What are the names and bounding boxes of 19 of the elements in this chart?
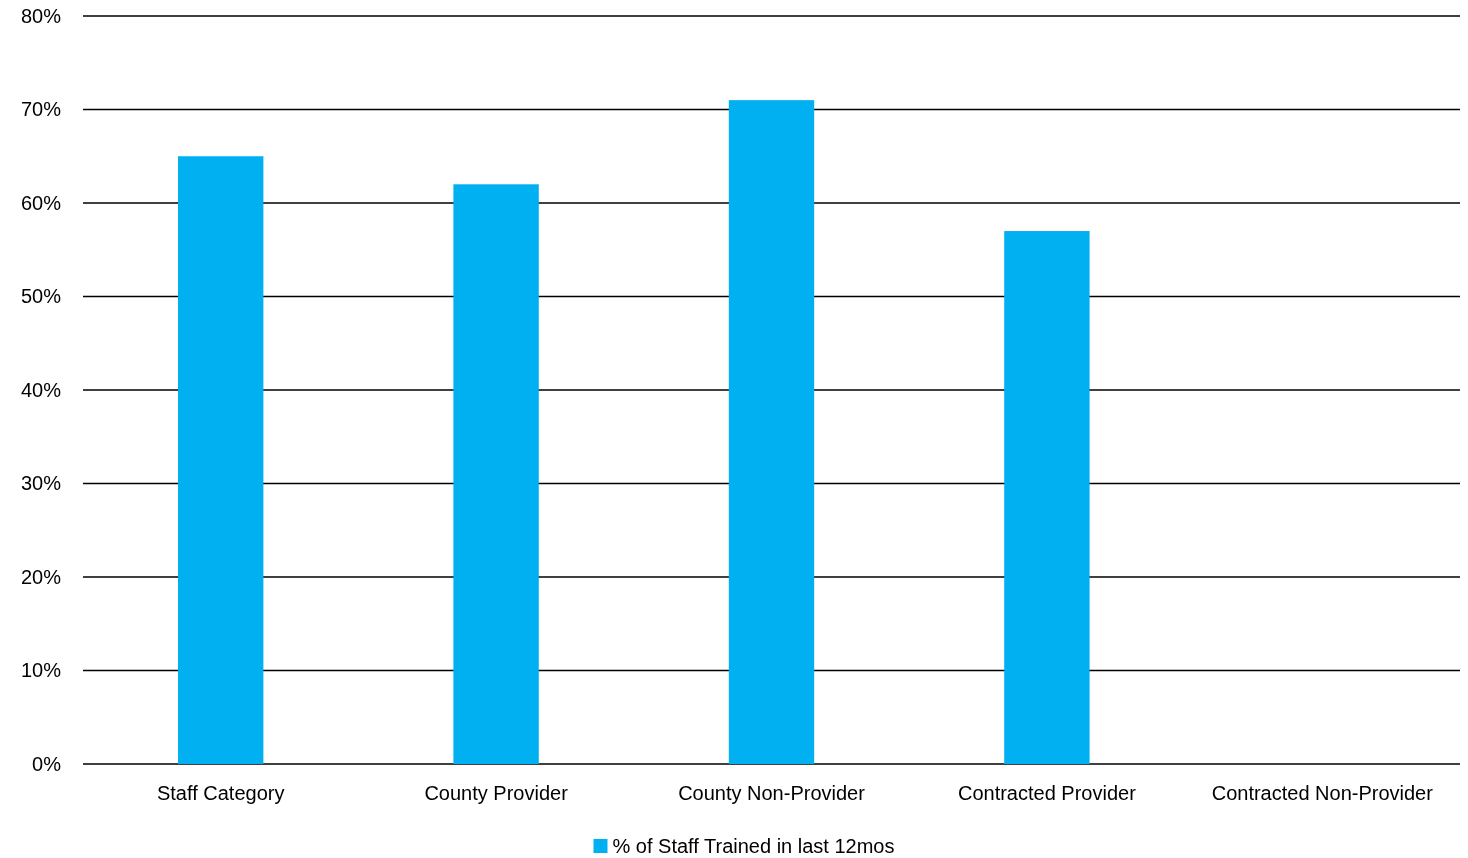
bar bbox=[1004, 231, 1090, 764]
y-tick-label: 20% bbox=[20, 565, 62, 588]
y-tick-label: 0% bbox=[32, 752, 62, 775]
y-tick-label: 60% bbox=[20, 191, 62, 214]
x-tick-label: Staff Category bbox=[156, 782, 285, 805]
bar bbox=[453, 184, 539, 764]
y-tick-label: 80% bbox=[20, 4, 62, 27]
legend-label: % of Staff Trained in last 12mos bbox=[612, 835, 895, 857]
y-tick-label: 30% bbox=[20, 472, 62, 495]
x-tick-label: County Non-Provider bbox=[678, 782, 866, 805]
y-tick-label: 10% bbox=[20, 659, 62, 682]
y-tick-label: 70% bbox=[20, 98, 62, 121]
x-tick-label: Contracted Provider bbox=[957, 782, 1137, 805]
x-tick-label: Contracted Non-Provider bbox=[1211, 782, 1434, 805]
y-tick-label: 40% bbox=[20, 378, 62, 401]
y-tick-label: 50% bbox=[20, 285, 62, 308]
bar bbox=[728, 100, 815, 764]
bar bbox=[178, 156, 264, 764]
x-tick-label: County Provider bbox=[424, 782, 569, 805]
